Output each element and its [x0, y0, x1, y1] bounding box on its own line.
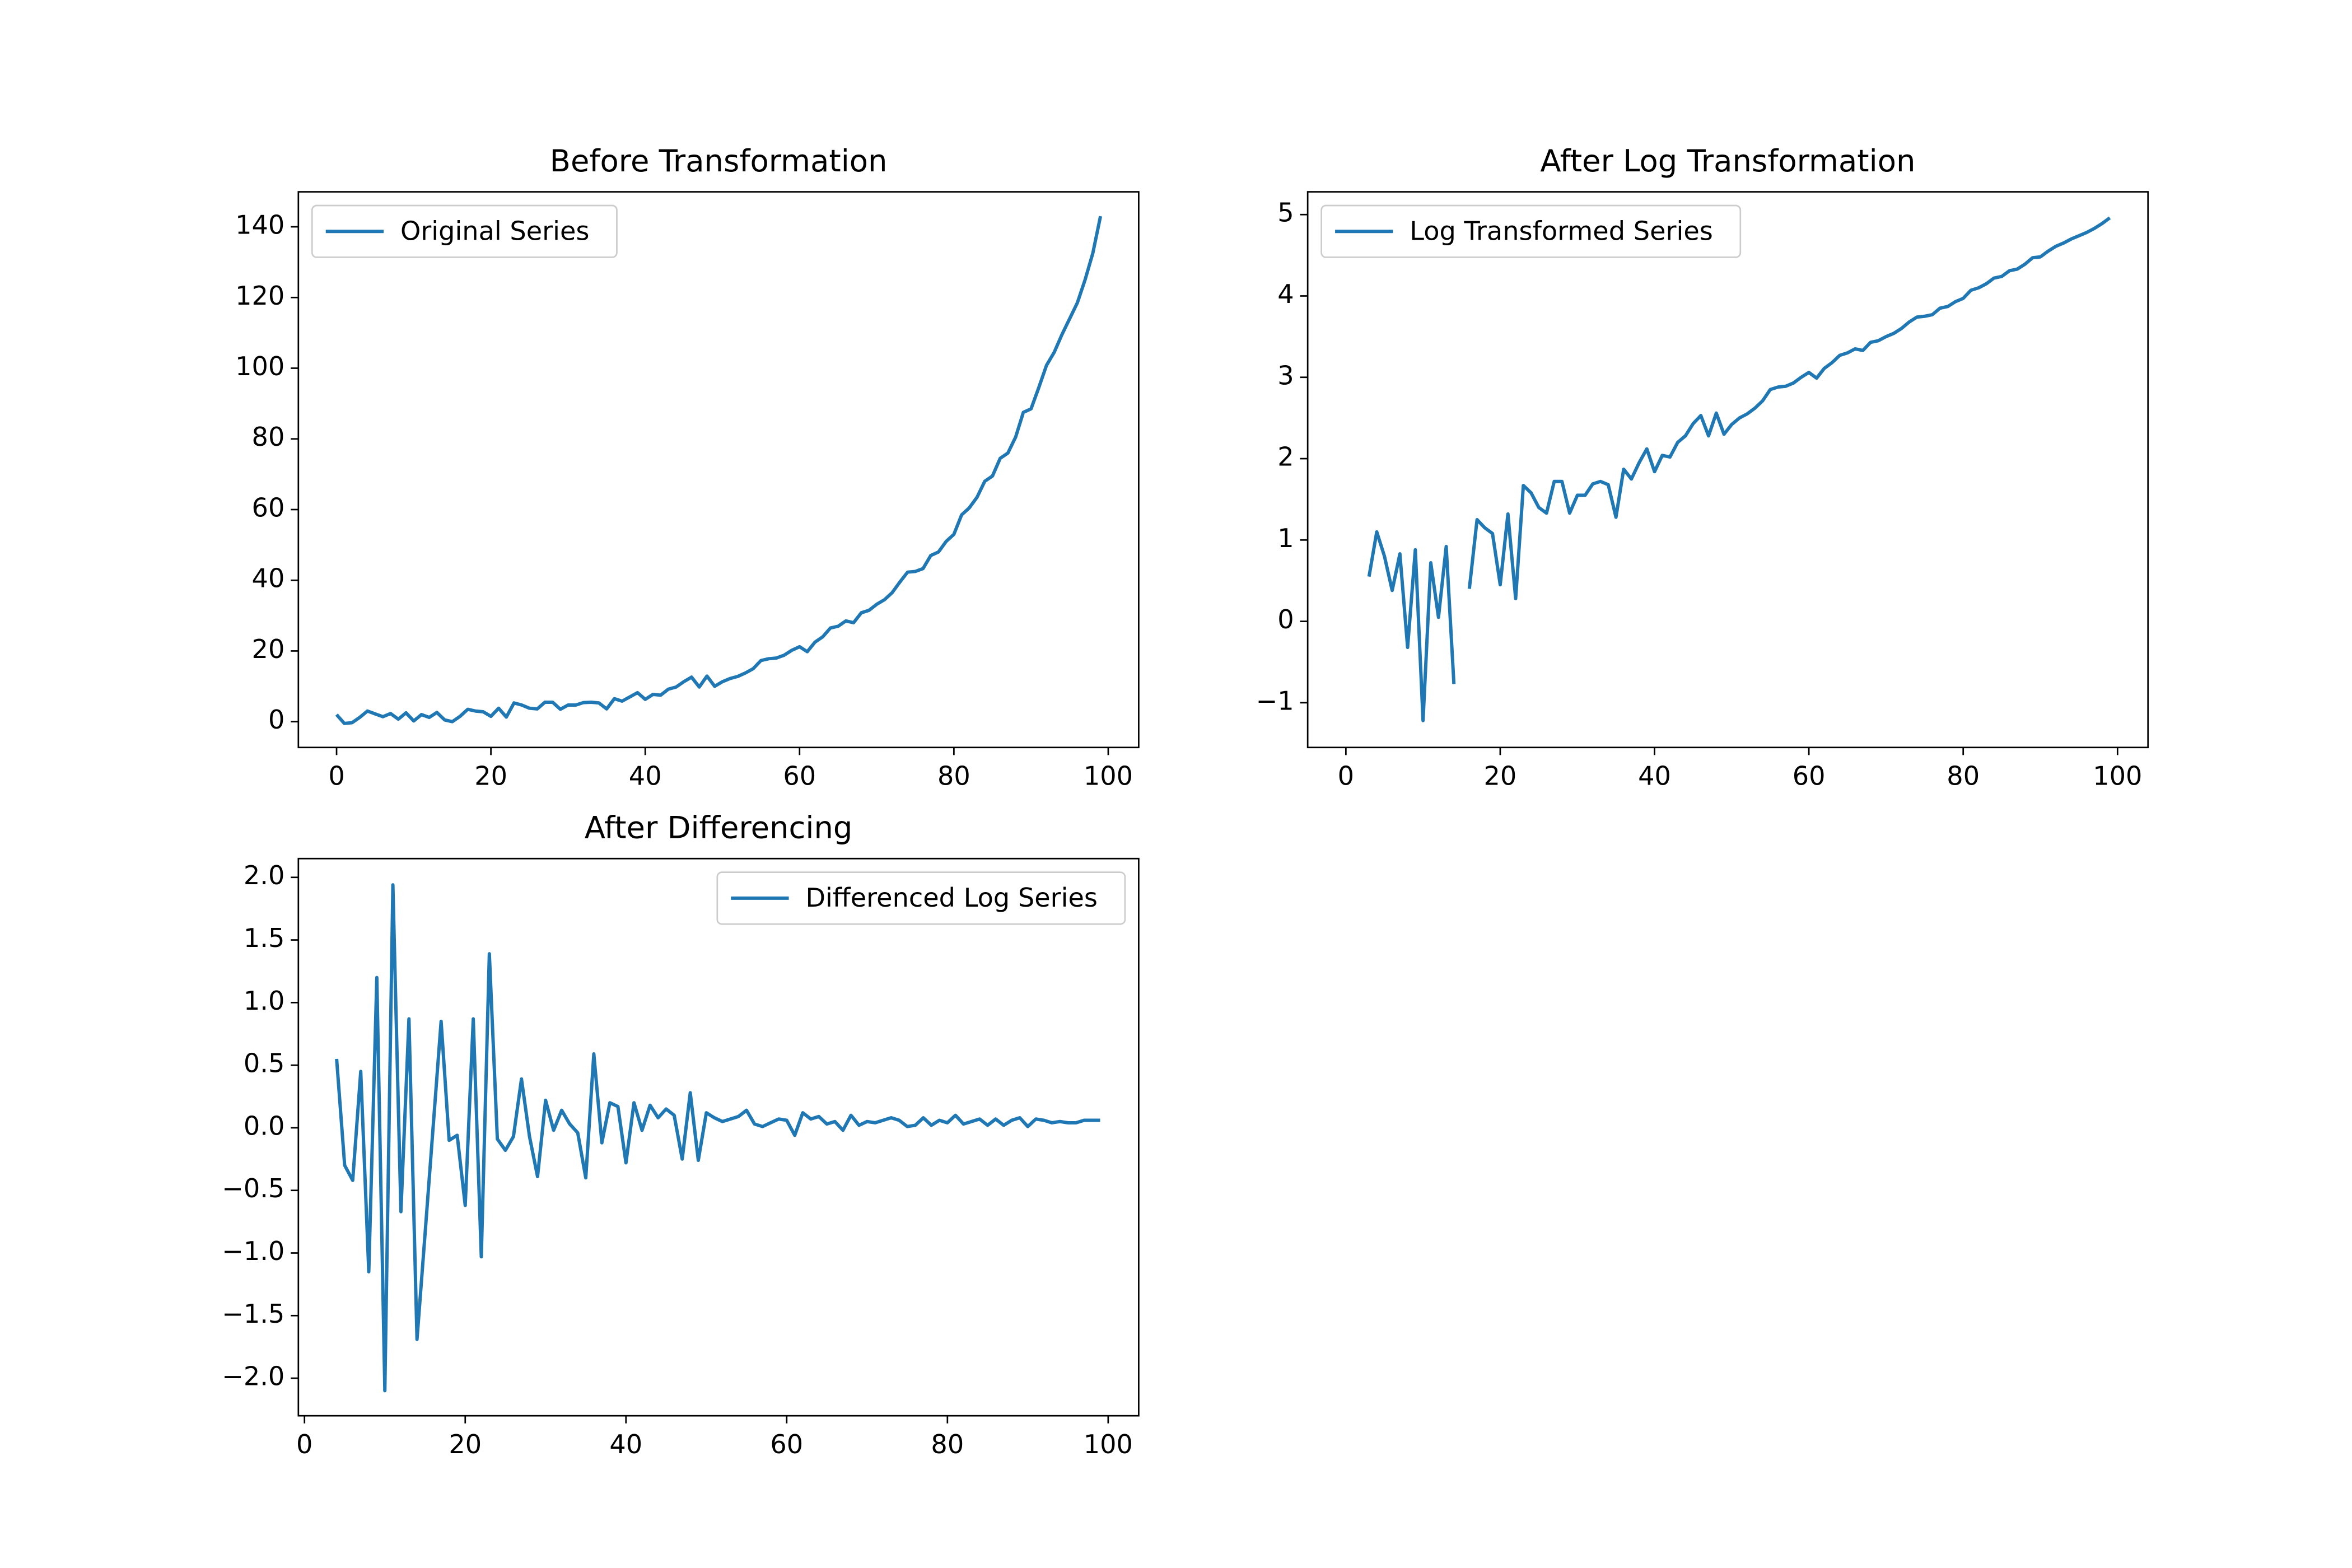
x-tick-label: 60 — [783, 761, 816, 791]
y-tick-label: −0.5 — [222, 1173, 284, 1203]
subplot: After Differencing 0 20 40 60 80 100 −2.0 −1.5 −1… — [222, 810, 1140, 1459]
legend-label: Log Transformed Series — [1410, 216, 1713, 246]
subplot-title: After Log Transformation — [1540, 143, 1915, 179]
y-tick-label: 120 — [235, 281, 284, 311]
legend-box — [716, 871, 1126, 925]
y-tick-label: 80 — [252, 422, 285, 452]
x-tick-label: 80 — [1947, 761, 1980, 791]
x-tick-label: 20 — [1484, 761, 1517, 791]
y-tick-label: 4 — [1277, 279, 1294, 309]
legend: Differenced Log Series — [716, 871, 1126, 925]
y-tick-label: 140 — [235, 210, 284, 240]
legend-box — [311, 204, 618, 258]
y-tick-label: 0 — [268, 704, 284, 735]
y-tick-label: −1.0 — [222, 1236, 284, 1266]
subplot: After Log Transformation 0 20 40 60 80 100 −1 0 1… — [1256, 143, 2149, 791]
x-tick-label: 0 — [1338, 761, 1354, 791]
x-tick-label: 40 — [609, 1429, 642, 1459]
legend-label: Differenced Log Series — [805, 883, 1098, 913]
x-tick-label: 60 — [1793, 761, 1826, 791]
x-tick-label: 100 — [2093, 761, 2142, 791]
y-tick-label: 60 — [252, 492, 285, 522]
x-tick-label: 80 — [937, 761, 970, 791]
y-tick-label: 2.0 — [244, 860, 284, 890]
y-tick-label: 1.0 — [244, 986, 284, 1016]
legend-label: Original Series — [400, 216, 590, 246]
data-line — [1367, 216, 2111, 722]
x-tick-label: 100 — [1084, 1429, 1133, 1459]
y-tick-label: 5 — [1277, 198, 1294, 228]
y-tick-label: 1.5 — [244, 923, 284, 953]
x-tick-label: 0 — [296, 1429, 312, 1459]
x-tick-label: 20 — [449, 1429, 482, 1459]
x-tick-label: 40 — [1638, 761, 1671, 791]
y-tick-label: −1 — [1256, 685, 1294, 716]
legend: Original Series — [311, 204, 618, 258]
x-tick-label: 100 — [1084, 761, 1133, 791]
x-tick-label: 20 — [474, 761, 507, 791]
y-tick-label: 1 — [1277, 523, 1294, 553]
y-tick-label: 3 — [1277, 360, 1294, 390]
data-line — [335, 883, 1100, 1393]
y-tick-label: 20 — [252, 634, 285, 664]
y-tick-label: 0.5 — [244, 1048, 284, 1079]
axes-frame — [297, 191, 1140, 749]
y-tick-label: −2.0 — [222, 1361, 284, 1392]
x-tick-label: 40 — [629, 761, 662, 791]
x-tick-label: 0 — [328, 761, 344, 791]
y-tick-label: 40 — [252, 563, 285, 594]
legend: Log Transformed Series — [1320, 204, 1742, 258]
y-tick-label: 0 — [1277, 604, 1294, 634]
y-tick-label: 100 — [235, 351, 284, 381]
y-tick-label: 0.0 — [244, 1110, 284, 1141]
x-tick-label: 80 — [931, 1429, 964, 1459]
y-tick-label: 2 — [1277, 442, 1294, 472]
subplot-title: After Differencing — [585, 810, 853, 846]
y-tick-label: −1.5 — [222, 1299, 284, 1329]
x-tick-label: 60 — [770, 1429, 803, 1459]
data-line — [335, 216, 1103, 725]
subplot: Before Transformation 0 20 40 60 80 100 0 20 40 60… — [235, 143, 1140, 791]
subplot-title: Before Transformation — [550, 143, 888, 179]
legend-box — [1320, 204, 1742, 258]
axes-frame — [1306, 191, 2149, 749]
axes-frame — [297, 857, 1140, 1417]
